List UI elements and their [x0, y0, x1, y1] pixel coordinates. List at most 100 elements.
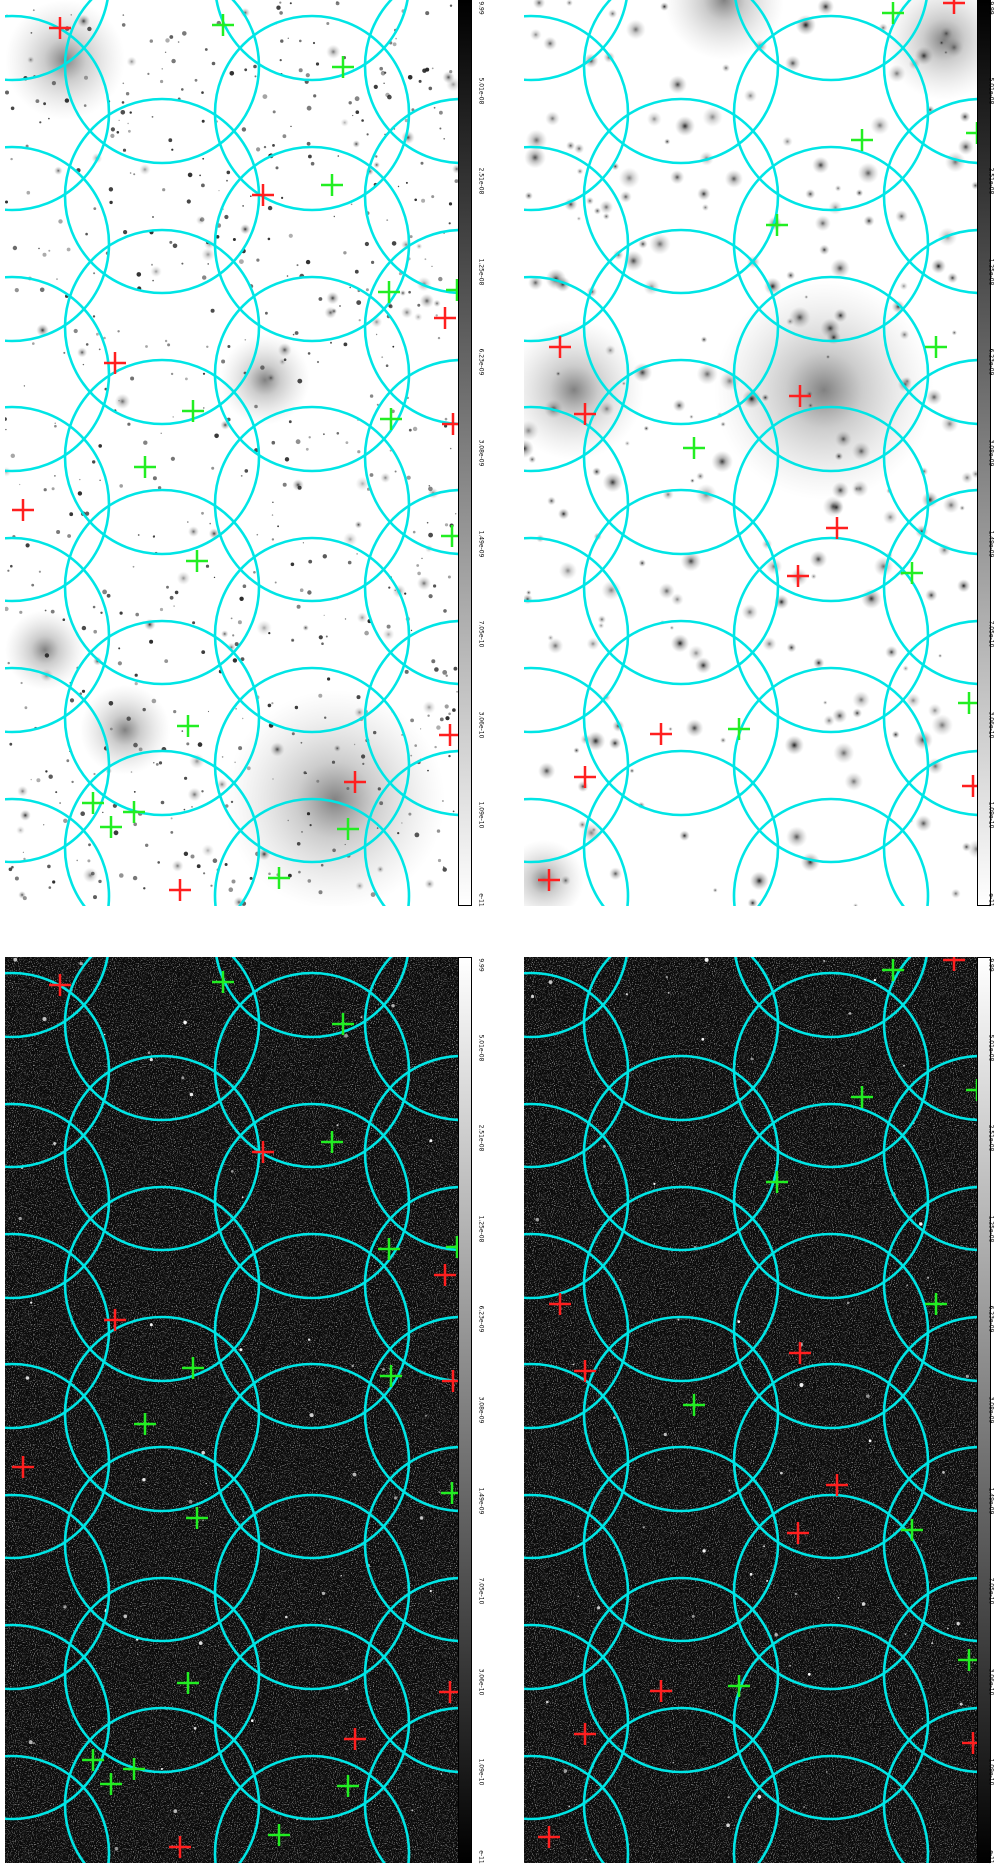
colorbar-tick-label: 6.23e-09	[477, 1305, 485, 1333]
region-circle	[363, 1445, 458, 1643]
region-circle	[582, 619, 780, 817]
region-circle	[524, 0, 628, 82]
red-cross-marker	[787, 1522, 809, 1544]
region-circle	[882, 488, 977, 686]
colorbar-tick-label: 9.99	[987, 1, 995, 15]
colorbar-tick-label: 7.05e-10	[987, 620, 995, 648]
green-cross-marker	[683, 1394, 705, 1416]
region-circle	[363, 1315, 458, 1513]
red-cross-marker	[104, 352, 126, 374]
green-cross-marker	[82, 1749, 104, 1771]
red-cross-marker	[826, 1474, 848, 1496]
colorbar-tick-label: e-11	[987, 1850, 995, 1864]
region-circle	[63, 1706, 261, 1863]
region-circle	[882, 749, 977, 906]
region-circle	[213, 275, 411, 473]
colorbar-tick-label: 1.25e-08	[477, 1215, 485, 1243]
colorbar-tick-label: 1.09e-10	[987, 801, 995, 829]
red-cross-marker	[12, 499, 34, 521]
colorbar-tick-label: 1.25e-08	[987, 1215, 995, 1243]
region-circle	[5, 14, 111, 212]
top-right-colorbar-labels: e-11 1.09e-10 3.06e-10 7.05e-10 1.49e-09 3.08…	[983, 0, 1001, 906]
region-circle	[5, 1232, 111, 1430]
red-cross-marker	[104, 1309, 126, 1331]
red-cross-marker	[943, 957, 965, 971]
region-circle	[363, 957, 458, 1122]
region-circle	[213, 1623, 411, 1821]
red-cross-marker	[12, 1456, 34, 1478]
colorbar-tick-label: 9.99	[477, 958, 485, 972]
green-cross-marker	[100, 1773, 122, 1795]
colorbar-tick-label: 5.01e-08	[987, 1034, 995, 1062]
region-circle	[5, 1623, 111, 1821]
red-cross-marker	[434, 1264, 456, 1286]
green-cross-marker	[268, 1824, 290, 1846]
colorbar-tick-label: 2.51e-08	[987, 1124, 995, 1152]
red-cross-marker	[826, 517, 848, 539]
region-circle	[524, 666, 630, 864]
colorbar-tick-label: 3.06e-10	[987, 711, 995, 739]
region-circle	[213, 971, 411, 1169]
bottom-right-colorbar-labels: e-11 1.09e-10 3.06e-10 7.05e-10 1.49e-09 3.08…	[983, 957, 1001, 1863]
red-cross-marker	[439, 724, 458, 746]
region-circle	[5, 536, 111, 734]
green-cross-marker	[446, 1236, 458, 1258]
region-circle	[882, 1445, 977, 1643]
colorbar-tick-label: 3.06e-10	[987, 1668, 995, 1696]
green-cross-marker	[177, 715, 199, 737]
green-cross-marker	[186, 550, 208, 572]
region-circle	[5, 1362, 111, 1560]
red-cross-marker	[574, 1723, 596, 1745]
colorbar-tick-label: 9.99	[987, 958, 995, 972]
region-circle	[882, 0, 977, 165]
green-cross-marker	[446, 279, 458, 301]
red-cross-marker	[650, 723, 672, 745]
region-circle	[732, 666, 930, 864]
red-cross-marker	[962, 1732, 977, 1754]
colorbar-tick-label: 3.08e-09	[477, 1396, 485, 1424]
region-circle	[882, 1185, 977, 1383]
region-circle	[524, 1232, 630, 1430]
region-circle	[582, 1185, 780, 1383]
green-cross-marker	[441, 1482, 458, 1504]
red-cross-marker	[549, 1293, 571, 1315]
region-circle	[363, 1185, 458, 1383]
colorbar-tick-label: 5.01e-08	[477, 77, 485, 105]
colorbar-tick-label: e-11	[477, 893, 485, 907]
green-cross-marker	[337, 1775, 359, 1797]
red-cross-marker	[650, 1680, 672, 1702]
bottom-right-xray-image	[524, 957, 977, 1863]
region-circle	[213, 1493, 411, 1691]
region-circle	[734, 0, 928, 82]
region-circle	[732, 1623, 930, 1821]
region-circle	[882, 1315, 977, 1513]
red-cross-marker	[789, 1342, 811, 1364]
region-circle	[732, 1232, 930, 1430]
region-circle	[363, 228, 458, 426]
green-cross-marker	[177, 1672, 199, 1694]
green-cross-marker	[380, 408, 402, 430]
top-left-optical-image	[5, 0, 458, 906]
region-circle	[732, 1362, 930, 1560]
red-cross-marker	[442, 1370, 458, 1392]
region-circle	[524, 275, 630, 473]
region-circle	[213, 1232, 411, 1430]
region-circle	[582, 97, 780, 295]
region-circle	[524, 1102, 630, 1300]
red-cross-marker	[549, 336, 571, 358]
colorbar-tick-label: 1.49e-09	[987, 1487, 995, 1515]
bottom-left-xray-image	[5, 957, 458, 1863]
red-cross-marker	[574, 766, 596, 788]
green-cross-marker	[212, 14, 234, 36]
red-cross-marker	[344, 1728, 366, 1750]
region-circle	[732, 405, 930, 603]
colorbar-tick-label: 6.23e-09	[477, 348, 485, 376]
region-circle	[5, 275, 111, 473]
top-left-colorbar-labels: e-11 1.09e-10 3.06e-10 7.05e-10 1.49e-09 3.08…	[473, 0, 491, 906]
region-circle	[524, 1493, 630, 1691]
green-cross-marker	[321, 1131, 343, 1153]
colorbar-tick-label: 1.09e-10	[477, 1758, 485, 1786]
bottom-left-image-canvas	[5, 957, 458, 1863]
green-cross-marker	[332, 56, 354, 78]
region-circle	[63, 0, 261, 165]
